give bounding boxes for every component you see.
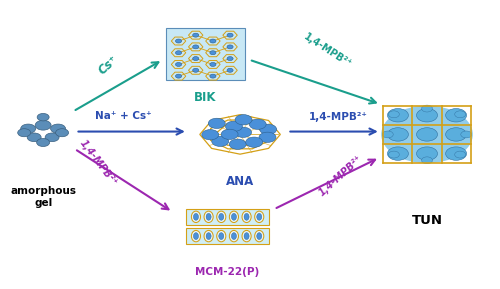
Text: amorphous
gel: amorphous gel xyxy=(10,186,76,208)
Text: 1,4-MPB²⁺: 1,4-MPB²⁺ xyxy=(318,154,365,198)
Ellipse shape xyxy=(388,128,408,141)
Ellipse shape xyxy=(227,33,233,37)
Ellipse shape xyxy=(422,157,432,164)
Ellipse shape xyxy=(35,120,51,130)
Ellipse shape xyxy=(446,109,466,122)
Ellipse shape xyxy=(249,119,266,129)
Ellipse shape xyxy=(454,111,466,118)
Ellipse shape xyxy=(176,39,182,43)
Ellipse shape xyxy=(232,213,236,220)
Ellipse shape xyxy=(416,109,438,122)
Ellipse shape xyxy=(210,39,216,43)
Text: MCM-22(P): MCM-22(P) xyxy=(196,267,260,277)
Ellipse shape xyxy=(45,133,59,142)
Ellipse shape xyxy=(388,151,400,158)
Ellipse shape xyxy=(259,132,276,142)
Ellipse shape xyxy=(194,233,198,240)
Ellipse shape xyxy=(192,68,199,72)
Ellipse shape xyxy=(206,213,211,220)
Ellipse shape xyxy=(246,137,262,147)
Ellipse shape xyxy=(230,211,238,223)
Ellipse shape xyxy=(208,118,225,129)
Ellipse shape xyxy=(461,131,472,138)
Ellipse shape xyxy=(260,124,276,134)
FancyBboxPatch shape xyxy=(186,209,269,225)
Ellipse shape xyxy=(232,233,236,240)
Ellipse shape xyxy=(36,138,50,147)
Ellipse shape xyxy=(382,131,393,138)
Ellipse shape xyxy=(254,230,264,242)
Text: 1,4-MPB²⁺: 1,4-MPB²⁺ xyxy=(308,112,367,122)
Ellipse shape xyxy=(216,230,226,242)
Ellipse shape xyxy=(388,109,408,122)
Ellipse shape xyxy=(244,233,249,240)
Text: Na⁺ + Cs⁺: Na⁺ + Cs⁺ xyxy=(96,111,152,121)
Ellipse shape xyxy=(381,106,473,163)
Ellipse shape xyxy=(226,121,242,131)
Ellipse shape xyxy=(230,230,238,242)
Ellipse shape xyxy=(416,147,438,160)
Ellipse shape xyxy=(388,111,400,118)
Ellipse shape xyxy=(216,211,226,223)
Ellipse shape xyxy=(422,105,432,112)
Ellipse shape xyxy=(254,211,264,223)
FancyBboxPatch shape xyxy=(186,228,269,244)
Ellipse shape xyxy=(37,114,49,121)
Ellipse shape xyxy=(194,213,198,220)
Ellipse shape xyxy=(256,233,262,240)
Ellipse shape xyxy=(227,68,233,72)
Ellipse shape xyxy=(176,62,182,66)
Ellipse shape xyxy=(446,128,466,141)
Ellipse shape xyxy=(210,74,216,78)
Text: TUN: TUN xyxy=(412,214,442,227)
Text: 1,4-MPB²⁺: 1,4-MPB²⁺ xyxy=(78,138,119,188)
Ellipse shape xyxy=(206,233,211,240)
Text: Cs⁺: Cs⁺ xyxy=(96,53,120,77)
Ellipse shape xyxy=(210,62,216,66)
Ellipse shape xyxy=(204,230,213,242)
Ellipse shape xyxy=(192,57,199,61)
Ellipse shape xyxy=(20,124,36,133)
Text: ANA: ANA xyxy=(226,175,254,188)
Ellipse shape xyxy=(227,45,233,49)
Ellipse shape xyxy=(176,74,182,78)
Ellipse shape xyxy=(210,51,216,55)
Ellipse shape xyxy=(202,129,219,140)
Ellipse shape xyxy=(446,147,466,160)
Ellipse shape xyxy=(27,133,41,142)
Ellipse shape xyxy=(235,115,252,125)
Ellipse shape xyxy=(176,51,182,55)
Ellipse shape xyxy=(454,151,466,158)
Ellipse shape xyxy=(192,230,200,242)
Ellipse shape xyxy=(416,128,438,141)
Ellipse shape xyxy=(212,136,228,147)
Ellipse shape xyxy=(56,129,68,137)
Ellipse shape xyxy=(234,127,252,138)
Ellipse shape xyxy=(192,211,200,223)
FancyBboxPatch shape xyxy=(166,28,245,80)
Ellipse shape xyxy=(229,139,246,149)
Ellipse shape xyxy=(219,233,224,240)
Ellipse shape xyxy=(219,213,224,220)
Text: 1,4-MPB²⁺: 1,4-MPB²⁺ xyxy=(302,32,354,70)
Ellipse shape xyxy=(204,211,213,223)
Ellipse shape xyxy=(50,124,66,133)
Ellipse shape xyxy=(192,45,199,49)
Ellipse shape xyxy=(242,211,251,223)
Ellipse shape xyxy=(192,33,199,37)
Ellipse shape xyxy=(244,213,249,220)
Ellipse shape xyxy=(227,57,233,61)
Ellipse shape xyxy=(388,147,408,160)
Ellipse shape xyxy=(242,230,251,242)
Text: BIK: BIK xyxy=(194,91,216,104)
Ellipse shape xyxy=(18,129,30,137)
Ellipse shape xyxy=(256,213,262,220)
Ellipse shape xyxy=(221,129,238,140)
